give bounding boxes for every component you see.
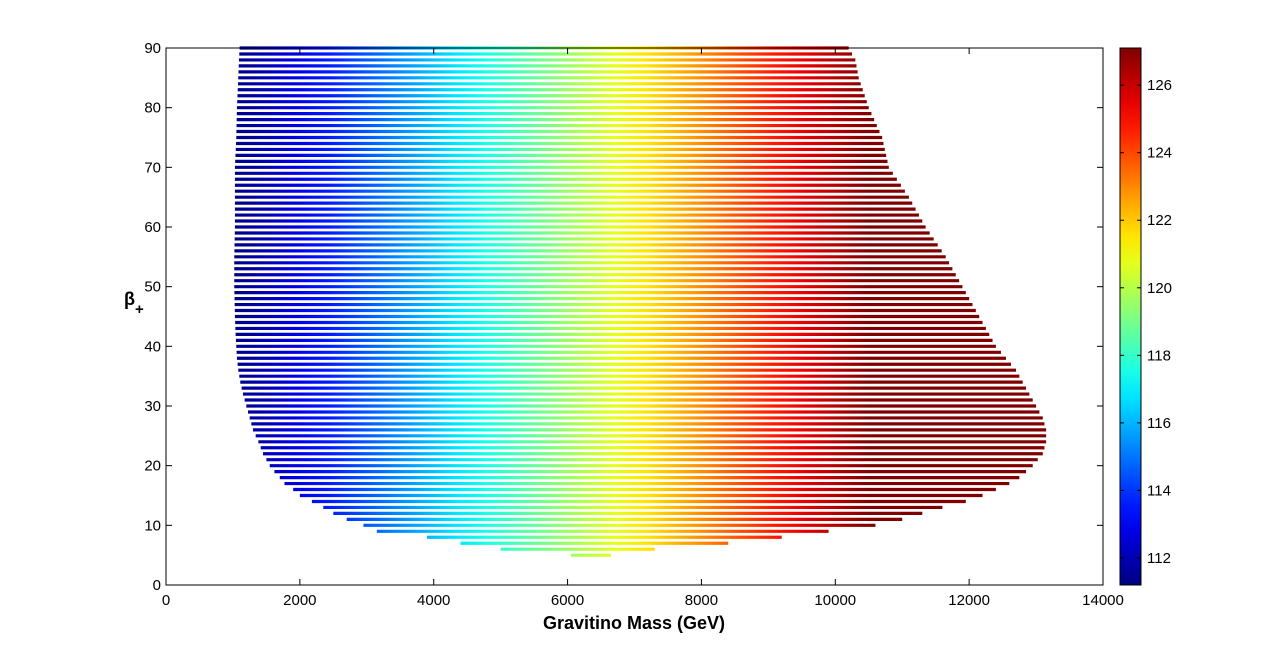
x-tick-label: 2000: [283, 592, 316, 609]
x-axis: 0 2000 4000 6000 8000 10000 12000 14000: [162, 48, 1124, 609]
colorbar-tick-label: 112: [1147, 550, 1171, 567]
colorbar-tick-label: 118: [1147, 347, 1171, 364]
y-tick-label: 20: [144, 458, 161, 475]
y-axis-title-main: β: [124, 289, 135, 309]
y-tick-label: 70: [144, 159, 161, 176]
colorbar: [1119, 47, 1142, 586]
y-axis-title-subscript: +: [135, 301, 144, 318]
y-tick-label: 80: [144, 100, 161, 117]
y-tick-label: 50: [144, 279, 161, 296]
y-tick-label: 0: [153, 577, 161, 594]
colorbar-tick-label: 126: [1147, 77, 1172, 94]
y-tick-label: 90: [144, 40, 161, 57]
x-tick-label: 4000: [417, 592, 450, 609]
plot-frame: [165, 47, 1104, 586]
y-tick-label: 10: [144, 517, 161, 534]
x-tick-label: 8000: [685, 592, 718, 609]
x-tick-label: 14000: [1082, 592, 1124, 609]
y-tick-label: 60: [144, 219, 161, 236]
x-tick-label: 10000: [814, 592, 856, 609]
colorbar-tick-label: 124: [1147, 145, 1172, 162]
y-axis: 0 10 20 30 40 50 60 70 80 90: [144, 40, 1103, 594]
colorbar-tick-label: 114: [1147, 482, 1171, 499]
y-tick-label: 30: [144, 398, 161, 415]
x-tick-label: 6000: [551, 592, 584, 609]
x-tick-label: 12000: [948, 592, 990, 609]
y-tick-label: 40: [144, 338, 161, 355]
colorbar-axis: 112 114 116 118 120 122 124 126: [1120, 77, 1172, 567]
x-tick-label: 0: [162, 592, 170, 609]
y-axis-title: β+: [124, 289, 144, 318]
colorbar-tick-label: 116: [1147, 415, 1171, 432]
colorbar-tick-label: 120: [1147, 280, 1172, 297]
data-rows: [234, 46, 1047, 557]
x-axis-title: Gravitino Mass (GeV): [543, 613, 725, 633]
colorbar-tick-label: 122: [1147, 212, 1172, 229]
